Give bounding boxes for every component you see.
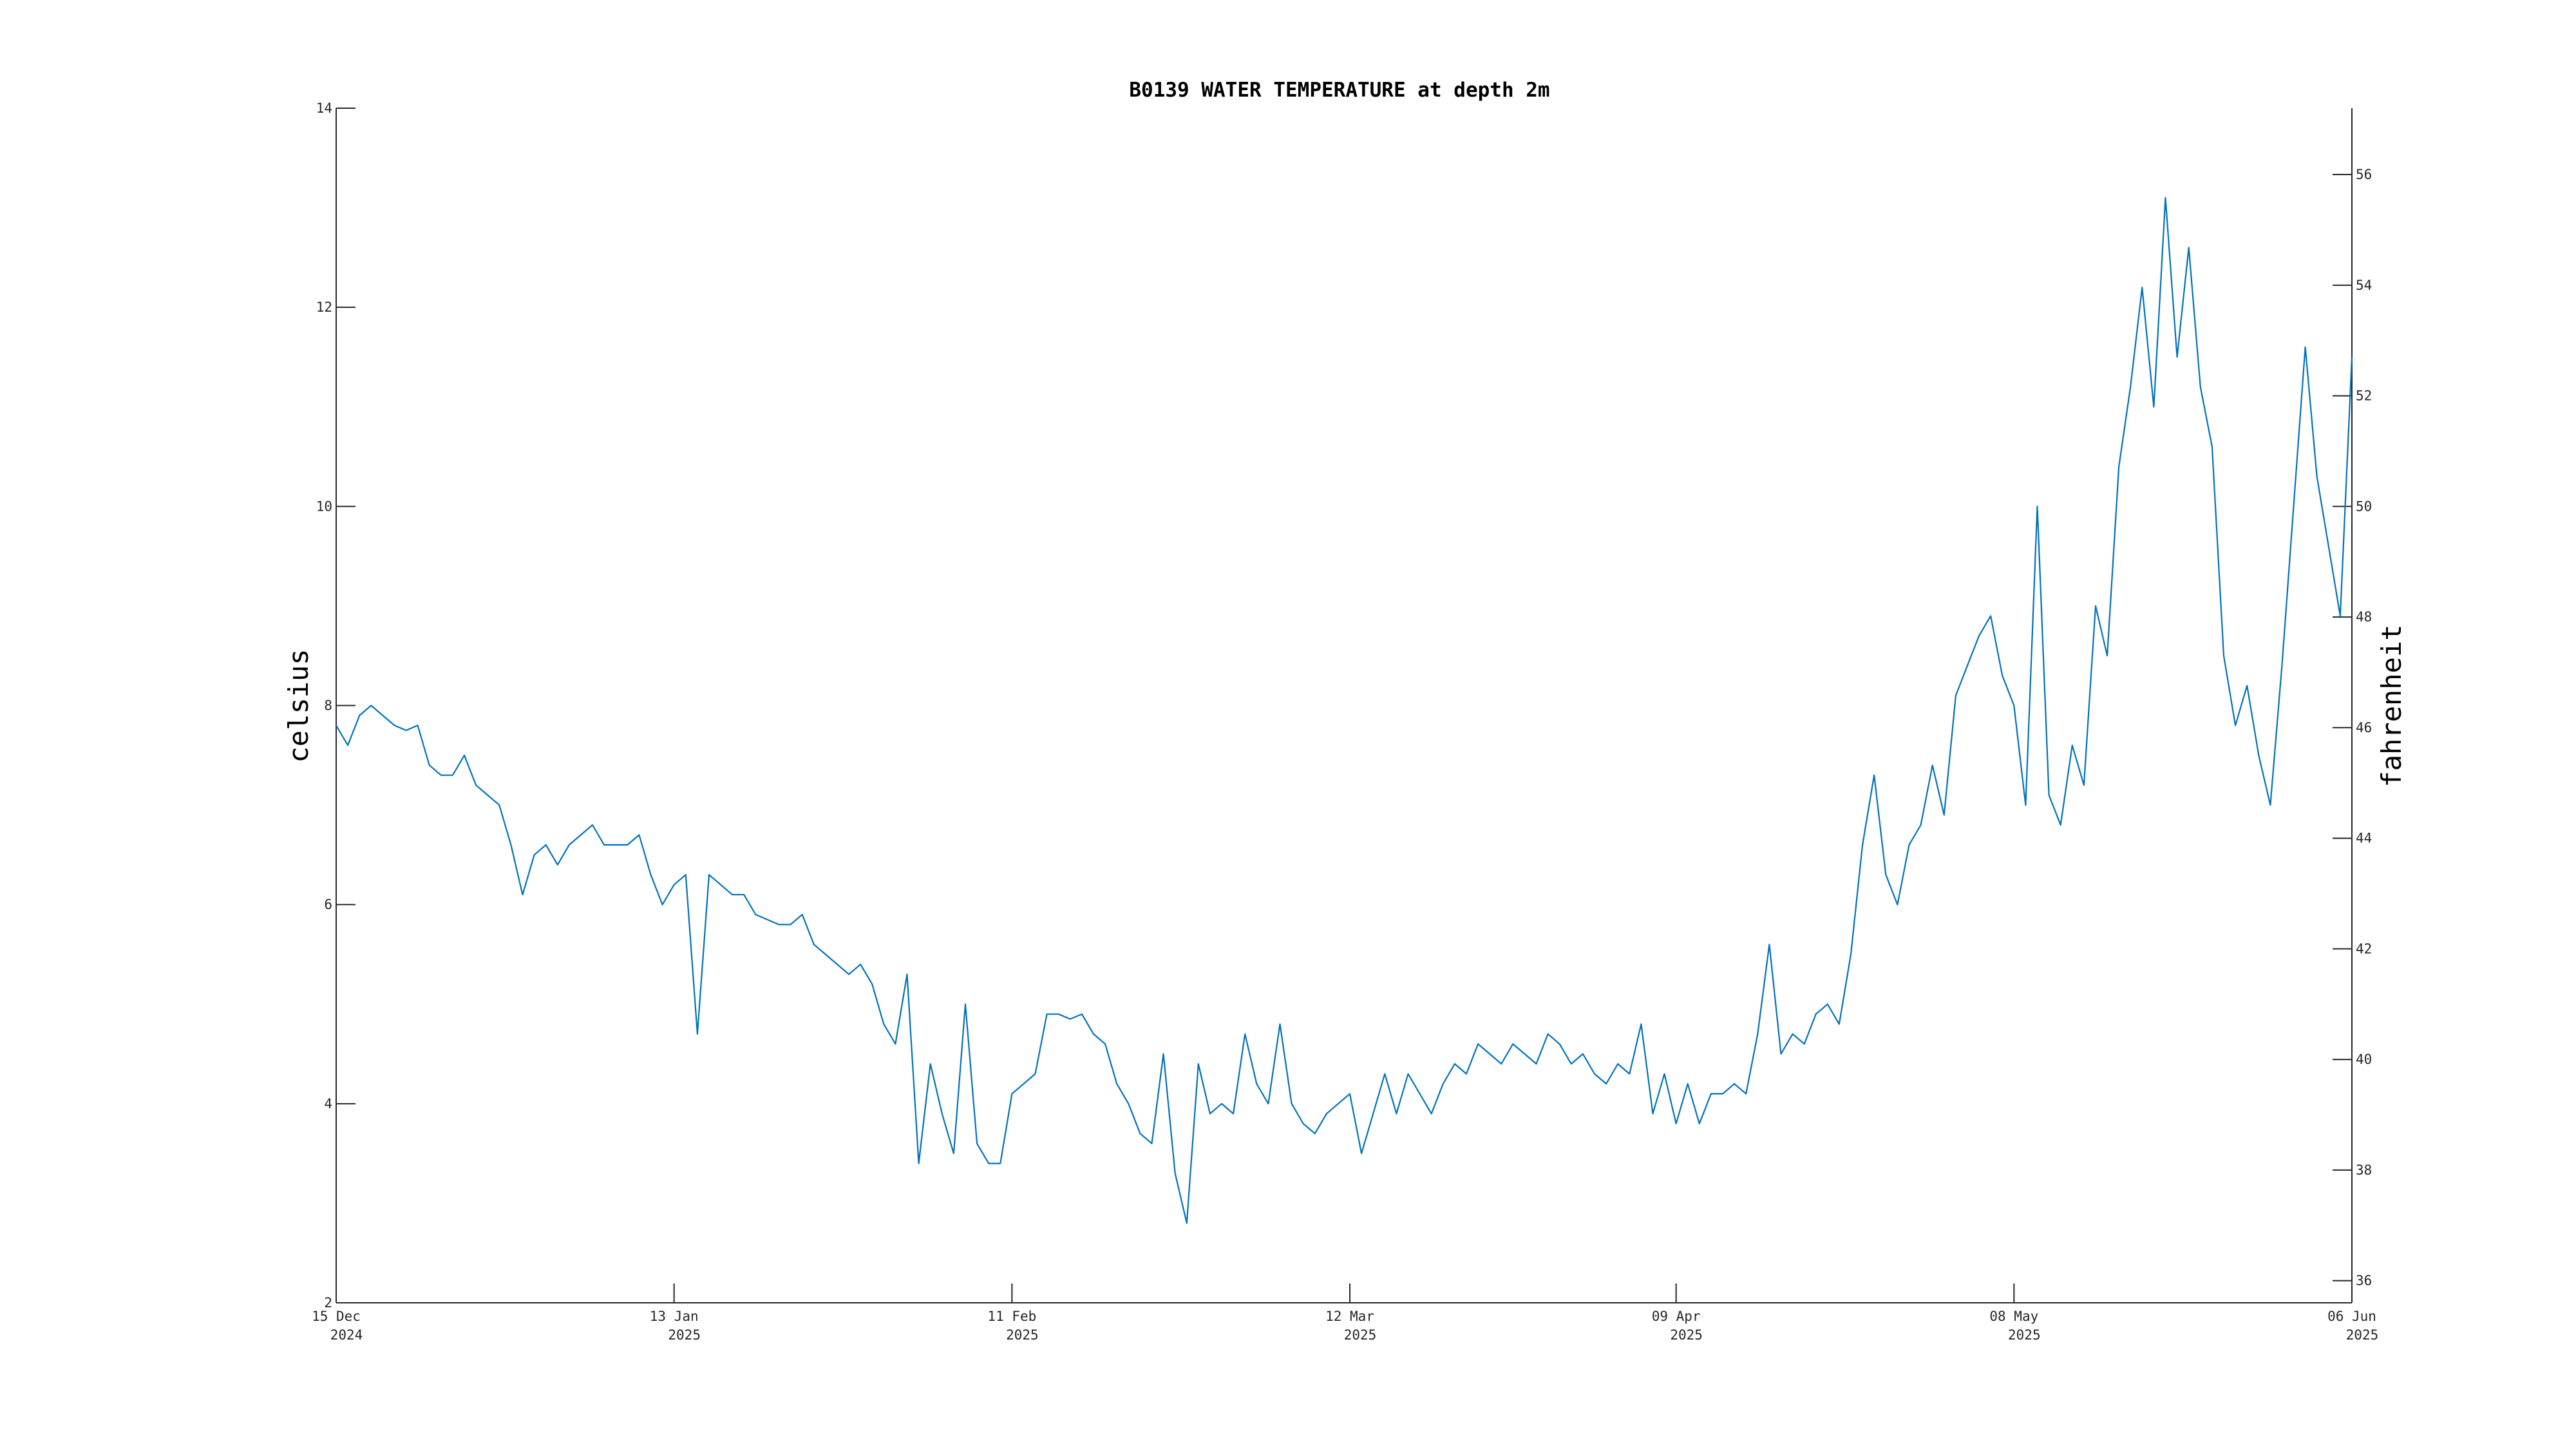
x-tick-label-year: 2025 bbox=[2008, 1327, 2041, 1343]
right-y-tick-label: 46 bbox=[2356, 720, 2372, 735]
water-temperature-line bbox=[336, 197, 2353, 1224]
left-y-tick-label: 12 bbox=[316, 299, 332, 315]
left-y-tick-label: 2 bbox=[324, 1295, 332, 1311]
left-y-tick-label: 8 bbox=[324, 698, 332, 714]
right-y-tick-label: 54 bbox=[2356, 278, 2372, 293]
right-y-tick-label: 38 bbox=[2356, 1162, 2372, 1178]
x-tick-label-date: 13 Jan bbox=[650, 1309, 699, 1324]
x-tick-label-date: 08 May bbox=[1989, 1309, 2038, 1324]
x-tick-label-year: 2025 bbox=[1670, 1327, 1703, 1343]
right-y-tick-label: 48 bbox=[2356, 609, 2372, 625]
right-y-tick-label: 36 bbox=[2356, 1273, 2372, 1289]
x-tick-label-year: 2024 bbox=[330, 1327, 363, 1343]
x-tick-label-date: 12 Mar bbox=[1325, 1309, 1374, 1324]
right-y-tick-label: 56 bbox=[2356, 167, 2372, 182]
left-y-tick-label: 4 bbox=[324, 1096, 332, 1112]
x-tick-label-year: 2025 bbox=[2346, 1327, 2379, 1343]
left-y-tick-label: 6 bbox=[324, 897, 332, 913]
chart-title: B0139 WATER TEMPERATURE at depth 2m bbox=[1129, 79, 1549, 102]
left-y-ticks: 2 4 6 8 10 12 14 bbox=[316, 100, 355, 1311]
right-y-tick-label: 50 bbox=[2356, 498, 2372, 514]
right-y-tick-label: 44 bbox=[2356, 831, 2372, 846]
left-y-tick-label: 14 bbox=[316, 100, 332, 116]
right-y-axis-label: fahrenheit bbox=[2376, 625, 2407, 788]
left-y-axis-label: celsius bbox=[283, 649, 314, 762]
x-tick-label-year: 2025 bbox=[668, 1327, 701, 1343]
x-tick-label-year: 2025 bbox=[1006, 1327, 1039, 1343]
right-y-ticks: 36 38 40 42 44 46 48 50 52 54 56 bbox=[2333, 167, 2372, 1289]
right-y-tick-label: 52 bbox=[2356, 388, 2372, 404]
x-tick-label-date: 06 Jun bbox=[2327, 1309, 2376, 1324]
left-y-tick-label: 10 bbox=[316, 498, 332, 514]
x-tick-label-year: 2025 bbox=[1344, 1327, 1377, 1343]
x-ticks: 15 Dec 2024 13 Jan 2025 11 Feb 2025 12 Mar 2025… bbox=[312, 1283, 2378, 1343]
right-y-tick-label: 42 bbox=[2356, 941, 2372, 956]
right-y-tick-label: 40 bbox=[2356, 1052, 2372, 1067]
x-tick-label-date: 15 Dec bbox=[312, 1309, 361, 1324]
x-tick-label-date: 09 Apr bbox=[1652, 1309, 1701, 1324]
x-tick-label-date: 11 Feb bbox=[987, 1309, 1036, 1324]
